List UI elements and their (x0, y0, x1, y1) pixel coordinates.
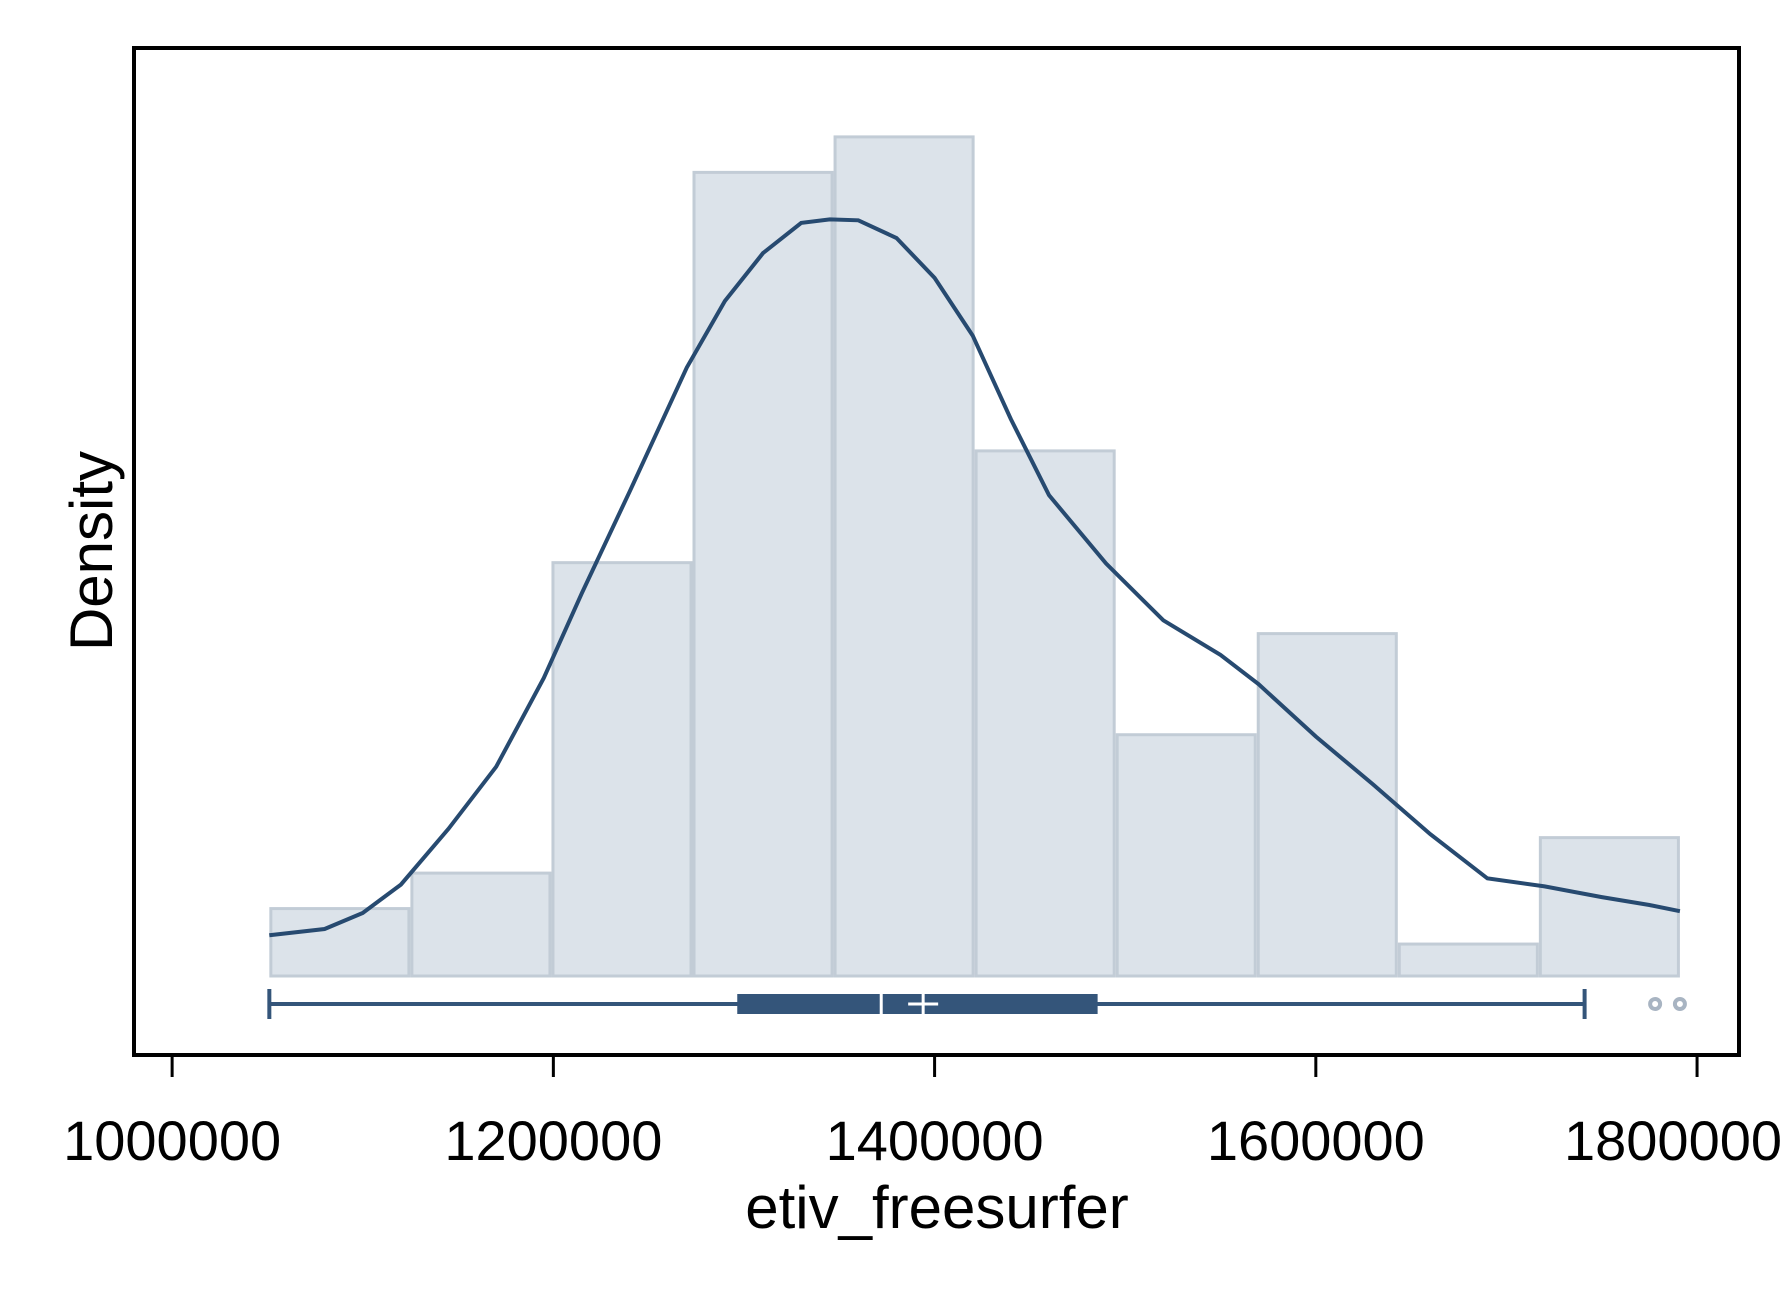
x-tick-label: 1800000 (1564, 1109, 1782, 1172)
y-axis-title: Density (58, 451, 125, 651)
histogram-bar (1397, 942, 1539, 978)
x-tick-label: 1400000 (826, 1109, 1044, 1172)
x-axis: 1000000 1200000 1400000 1600000 1800000 (63, 1055, 1782, 1172)
histogram-bar (269, 907, 411, 978)
plot-frame (132, 46, 1741, 1057)
histogram-bar (1256, 632, 1398, 978)
x-axis-title: etiv_freesurfer (745, 1174, 1129, 1241)
histogram-bar (974, 449, 1116, 978)
histogram-bar (551, 561, 693, 978)
histogram-bar (692, 170, 834, 978)
x-tick-label: 1600000 (1207, 1109, 1425, 1172)
x-tick-label: 1200000 (444, 1109, 662, 1172)
x-tick-label: 1000000 (63, 1109, 281, 1172)
outlier-point (1672, 997, 1687, 1011)
density-curve (269, 217, 1681, 938)
outlier-point (1648, 997, 1663, 1011)
histogram-bar (1115, 733, 1257, 978)
histogram-bar (833, 135, 975, 978)
histogram-bar (410, 871, 552, 978)
boxplot (267, 989, 1687, 1019)
histogram-bars (269, 135, 1680, 978)
